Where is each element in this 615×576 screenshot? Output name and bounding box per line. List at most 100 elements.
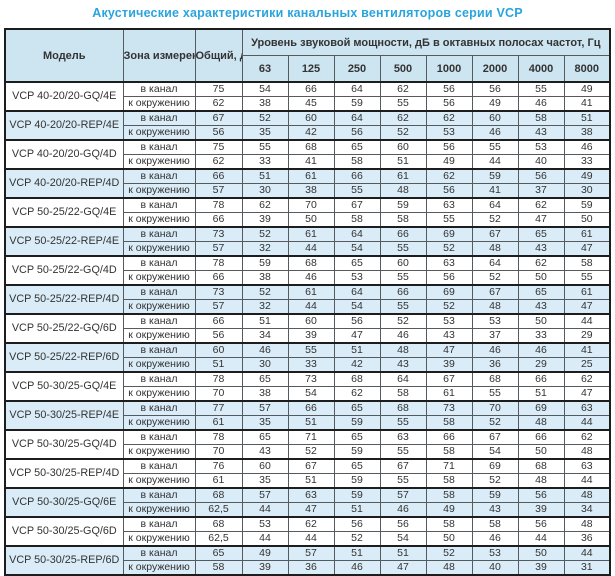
- octave-band-cell: 30: [241, 183, 289, 199]
- octave-band-cell: 51: [287, 473, 335, 489]
- octave-band-cell: 48: [471, 299, 519, 315]
- octave-band-cell: 38: [241, 270, 289, 286]
- total-dba-cell: 57: [194, 183, 243, 199]
- model-cell: VCP 50-25/22-GQ/4D: [4, 255, 124, 286]
- total-dba-cell: 61: [194, 415, 243, 431]
- octave-band-cell: 38: [241, 386, 289, 402]
- octave-band-cell: 40: [517, 154, 565, 170]
- total-dba-cell: 68: [194, 516, 243, 532]
- octave-band-cell: 49: [425, 154, 473, 170]
- octave-band-cell: 63: [563, 400, 611, 416]
- octave-band-cell: 49: [563, 168, 611, 184]
- octave-band-cell: 55: [379, 415, 427, 431]
- octave-band-cell: 39: [425, 357, 473, 373]
- octave-band-cell: 54: [379, 531, 427, 547]
- octave-band-cell: 58: [379, 386, 427, 402]
- octave-band-cell: 56: [379, 516, 427, 532]
- zone-cell: в канал: [122, 371, 196, 387]
- octave-band-cell: 67: [287, 458, 335, 474]
- octave-band-cell: 66: [517, 371, 565, 387]
- octave-band-cell: 62: [287, 516, 335, 532]
- octave-band-cell: 56: [425, 139, 473, 155]
- model-cell: VCP 40-20/20-GQ/4E: [4, 81, 124, 112]
- octave-band-cell: 57: [241, 400, 289, 416]
- octave-band-cell: 61: [379, 168, 427, 184]
- octave-band-cell: 46: [563, 139, 611, 155]
- octave-band-cell: 37: [517, 183, 565, 199]
- total-dba-cell: 78: [194, 429, 243, 445]
- acoustic-characteristics-table: Модель Зона измерения Общий, дБА Уровень…: [4, 28, 612, 576]
- octave-band-cell: 46: [287, 270, 335, 286]
- octave-band-cell: 32: [241, 241, 289, 257]
- octave-band-cell: 36: [471, 357, 519, 373]
- octave-band-cell: 65: [333, 255, 381, 271]
- zone-cell: в канал: [122, 487, 196, 503]
- octave-band-cell: 65: [333, 458, 381, 474]
- octave-band-cell: 52: [471, 270, 519, 286]
- octave-band-cell: 44: [563, 545, 611, 561]
- octave-band-cell: 61: [563, 226, 611, 242]
- total-dba-cell: 70: [194, 386, 243, 402]
- octave-band-cell: 56: [425, 183, 473, 199]
- octave-band-cell: 46: [379, 502, 427, 518]
- total-dba-cell: 57: [194, 241, 243, 257]
- octave-band-cell: 36: [563, 531, 611, 547]
- total-dba-cell: 77: [194, 400, 243, 416]
- octave-band-cell: 39: [517, 502, 565, 518]
- table-row: VCP 50-25/22-REP/4E в канал 73 52 61 64 66 69 67…: [4, 226, 611, 257]
- octave-band-cell: 50: [563, 212, 611, 228]
- octave-band-cell: 44: [563, 415, 611, 431]
- total-dba-cell: 58: [194, 560, 243, 576]
- octave-band-cell: 59: [379, 197, 427, 213]
- octave-band-cell: 56: [517, 516, 565, 532]
- table-row: VCP 50-25/22-GQ/4E в канал 78 62 70 67 59 63 64 6…: [4, 197, 611, 228]
- octave-band-cell: 64: [333, 226, 381, 242]
- zone-cell: к окружению: [122, 212, 196, 228]
- octave-band-cell: 55: [471, 386, 519, 402]
- octave-band-cell: 51: [379, 545, 427, 561]
- octave-band-cell: 73: [425, 400, 473, 416]
- octave-band-cell: 51: [379, 154, 427, 170]
- model-cell: VCP 50-30/25-REP/4E: [4, 400, 124, 431]
- octave-band-cell: 46: [379, 328, 427, 344]
- octave-band-cell: 62: [563, 371, 611, 387]
- octave-band-cell: 52: [379, 313, 427, 329]
- zone-cell: к окружению: [122, 328, 196, 344]
- octave-band-cell: 68: [333, 371, 381, 387]
- octave-band-cell: 48: [471, 241, 519, 257]
- zone-cell: к окружению: [122, 357, 196, 373]
- octave-band-cell: 49: [563, 81, 611, 97]
- octave-band-cell: 61: [425, 386, 473, 402]
- octave-band-cell: 50: [517, 313, 565, 329]
- table-row: VCP 50-30/25-GQ/4D в канал 78 65 71 65 63 66 67 6…: [4, 429, 611, 460]
- octave-band-cell: 53: [425, 125, 473, 141]
- zone-cell: в канал: [122, 342, 196, 358]
- octave-band-cell: 55: [471, 139, 519, 155]
- total-dba-cell: 62: [194, 96, 243, 112]
- octave-band-cell: 50: [287, 212, 335, 228]
- octave-band-cell: 29: [517, 357, 565, 373]
- octave-band-cell: 52: [425, 241, 473, 257]
- total-dba-cell: 75: [194, 139, 243, 155]
- octave-band-cell: 59: [563, 197, 611, 213]
- column-header-total: Общий, дБА: [194, 28, 243, 83]
- octave-band-cell: 33: [241, 154, 289, 170]
- octave-band-cell: 44: [241, 502, 289, 518]
- octave-band-cell: 38: [287, 183, 335, 199]
- octave-band-cell: 43: [471, 502, 519, 518]
- zone-cell: в канал: [122, 458, 196, 474]
- octave-band-cell: 65: [241, 429, 289, 445]
- total-dba-cell: 65: [194, 545, 243, 561]
- octave-band-cell: 56: [517, 168, 565, 184]
- table-row: к окружению 62,5 44 44 52 54 50 46 44 36: [5, 531, 611, 547]
- zone-cell: в канал: [122, 168, 196, 184]
- octave-band-cell: 60: [379, 255, 427, 271]
- octave-band-cell: 35: [241, 415, 289, 431]
- octave-band-cell: 47: [517, 212, 565, 228]
- zone-cell: к окружению: [122, 531, 196, 547]
- column-header-1000hz: 1000: [425, 55, 473, 83]
- model-cell: VCP 50-30/25-GQ/4D: [4, 429, 124, 460]
- octave-band-cell: 48: [379, 342, 427, 358]
- octave-band-cell: 48: [517, 473, 565, 489]
- total-dba-cell: 78: [194, 371, 243, 387]
